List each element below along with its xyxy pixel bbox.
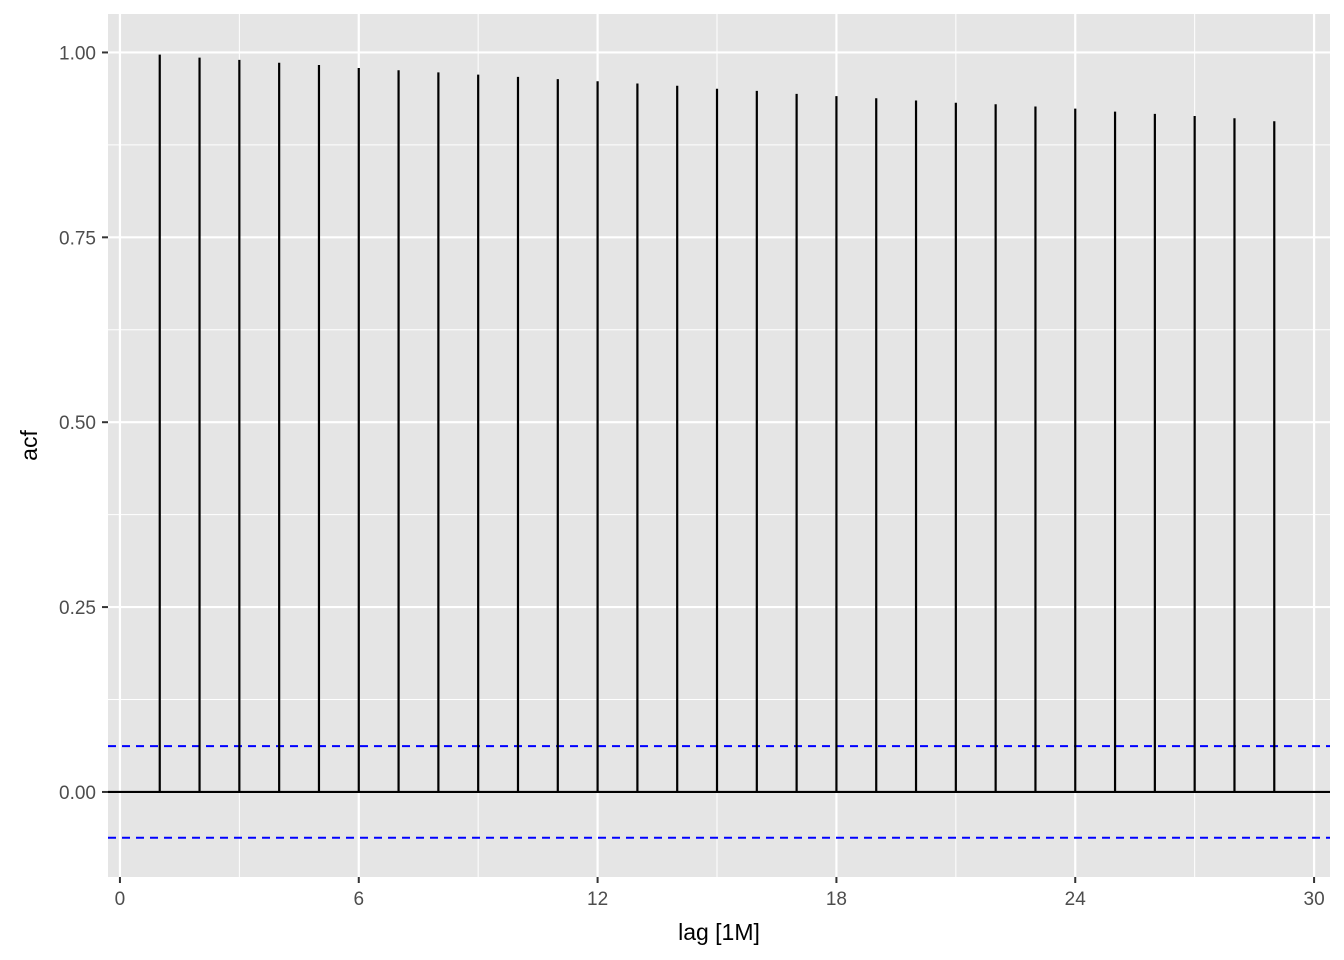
y-tick-label: 0.75 <box>59 228 96 249</box>
x-tick-label: 24 <box>1065 889 1087 910</box>
y-tick-label: 0.00 <box>59 783 96 804</box>
x-tick-label: 12 <box>587 889 608 910</box>
acf-stems <box>158 54 1276 792</box>
y-tick-label: 0.50 <box>59 413 96 434</box>
confidence-bounds <box>108 745 1330 839</box>
x-tick-label: 6 <box>353 889 364 910</box>
y-axis: 0.00 0.25 0.50 0.75 1.00 <box>59 43 108 804</box>
y-tick-label: 0.25 <box>59 598 96 619</box>
y-axis-title: acf <box>16 430 42 461</box>
x-axis-title: lag [1M] <box>678 919 760 945</box>
x-tick-label: 0 <box>115 889 126 910</box>
y-tick-label: 1.00 <box>59 43 96 64</box>
x-tick-label: 30 <box>1304 889 1325 910</box>
x-tick-label: 18 <box>826 889 847 910</box>
x-axis: 0 6 12 18 24 30 <box>115 877 1325 910</box>
plot-panel-background <box>108 14 1330 877</box>
